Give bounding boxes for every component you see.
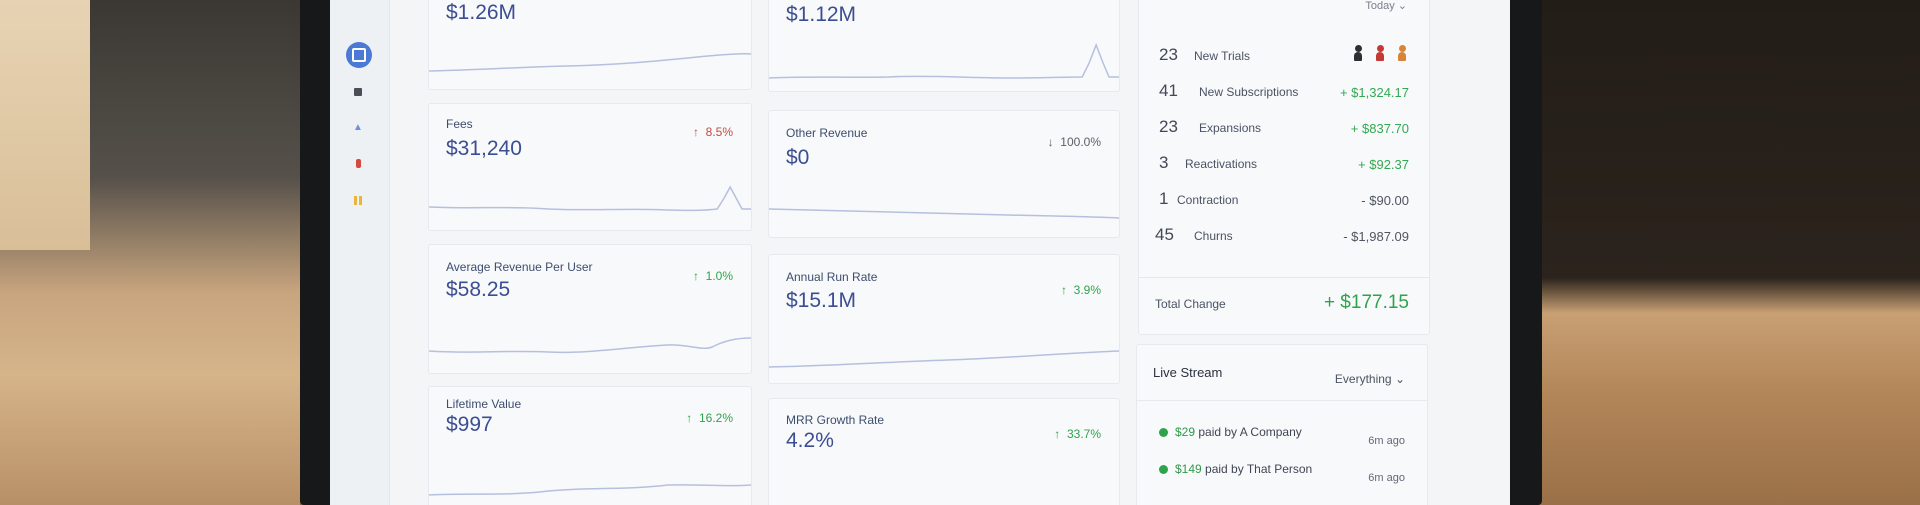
metric-card-revenue-2[interactable]: $1.12M [768, 0, 1120, 92]
metric-value: $1.12M [786, 3, 857, 26]
metric-card-other-revenue[interactable]: Other Revenue $0 ↓ 100.0% [768, 110, 1120, 238]
metric-change: ↑ 8.5% [692, 125, 733, 139]
metric-title: Average Revenue Per User [446, 260, 593, 274]
pin-icon[interactable] [346, 151, 370, 175]
live-stream-filter[interactable]: Everything ⌄ [1334, 372, 1405, 386]
metric-card-revenue[interactable]: $1.26M [428, 0, 752, 90]
breakdown-row: 45 Churns - $1,987.09 [1155, 225, 1409, 244]
breakdown-row: 1 Contraction - $90.00 [1159, 189, 1409, 208]
breakdown-row: 23 New Trials [1139, 45, 1429, 71]
dashboard-icon[interactable] [346, 80, 370, 104]
dashboard-screen: ▲ $1.26M $1.12M Fees $31,240 ↑ 8.5% Othe… [330, 0, 1510, 505]
bar-chart-icon[interactable] [346, 188, 370, 212]
total-change-value: + $177.15 [1323, 292, 1409, 313]
metric-title: Fees [446, 117, 473, 131]
live-event[interactable]: $149 paid by That Person [1175, 462, 1313, 476]
metric-card-annual-run-rate[interactable]: Annual Run Rate $15.1M ↑ 3.9% [768, 254, 1120, 384]
metric-value: $31,240 [446, 137, 522, 160]
status-dot [1159, 428, 1168, 437]
metric-value: $15.1M [786, 289, 857, 312]
divider [1139, 277, 1429, 278]
breakdown-filter[interactable]: Today ⌄ [1365, 0, 1407, 12]
live-stream-title: Live Stream [1153, 365, 1223, 380]
live-event[interactable]: $29 paid by A Company [1175, 425, 1302, 439]
metric-title: MRR Growth Rate [786, 413, 885, 427]
metric-title: Annual Run Rate [786, 270, 878, 284]
arrow-up-icon: ↑ [692, 125, 699, 139]
arrow-up-icon: ↑ [686, 411, 693, 425]
metric-card-arpu[interactable]: Average Revenue Per User $58.25 ↑ 1.0% [428, 244, 752, 374]
status-dot [1159, 465, 1168, 474]
arrow-up-icon: ↑ [1054, 427, 1061, 441]
breakdown-row: 41 New Subscriptions + $1,324.17 [1159, 81, 1409, 100]
sparkline [429, 484, 751, 496]
person-icon [1375, 45, 1385, 61]
arrow-up-icon: ↑ [692, 269, 699, 283]
total-change-label: Total Change [1155, 297, 1226, 311]
metric-change: ↑ 3.9% [1060, 283, 1101, 297]
breakdown-row: 3 Reactivations + $92.37 [1159, 153, 1409, 172]
metric-change: ↑ 16.2% [686, 411, 733, 425]
live-event-time: 6m ago [1368, 472, 1405, 484]
metric-title: Other Revenue [786, 126, 868, 140]
sparkline [769, 42, 1119, 79]
person-icon [1397, 45, 1407, 61]
sidebar: ▲ [330, 0, 390, 505]
person-icon [1353, 45, 1363, 61]
breakdown-row: 23 Expansions + $837.70 [1159, 117, 1409, 136]
arrow-down-icon: ↓ [1047, 135, 1054, 149]
metric-change: ↑ 1.0% [692, 269, 733, 283]
sparkline [429, 337, 751, 354]
metric-title: Lifetime Value [446, 397, 522, 411]
chevron-down-icon: ⌄ [1397, 0, 1407, 12]
chevron-down-icon: ⌄ [1394, 372, 1405, 386]
sparkline [769, 208, 1119, 219]
metric-card-mrr-growth[interactable]: MRR Growth Rate 4.2% ↑ 33.7% [768, 398, 1120, 505]
live-event-time: 6m ago [1368, 435, 1405, 447]
background-right [1520, 0, 1920, 505]
metric-value: $997 [446, 413, 493, 436]
avatar-group [1353, 45, 1407, 61]
sparkline [769, 350, 1119, 368]
metric-card-lifetime-value[interactable]: Lifetime Value $997 ↑ 16.2% [428, 386, 752, 505]
chart-icon[interactable]: ▲ [353, 121, 363, 133]
metric-value: $58.25 [446, 278, 511, 301]
metric-value: 4.2% [786, 429, 834, 452]
app-logo-icon[interactable] [346, 42, 372, 68]
metric-change: ↑ 33.7% [1054, 427, 1101, 441]
divider [1137, 400, 1427, 401]
metric-value: $1.26M [446, 1, 517, 24]
arrow-up-icon: ↑ [1060, 283, 1067, 297]
background-left-light [0, 0, 90, 250]
metric-value: $0 [786, 146, 810, 169]
revenue-breakdown-panel: Today ⌄ 23 New Trials 41 New Subscriptio… [1138, 0, 1430, 335]
live-stream-panel: Live Stream Everything ⌄ $29 paid by A C… [1136, 344, 1428, 505]
metric-card-fees[interactable]: Fees $31,240 ↑ 8.5% [428, 103, 752, 231]
sparkline [429, 185, 751, 212]
sparkline [429, 52, 751, 72]
metric-change: ↓ 100.0% [1047, 135, 1101, 149]
